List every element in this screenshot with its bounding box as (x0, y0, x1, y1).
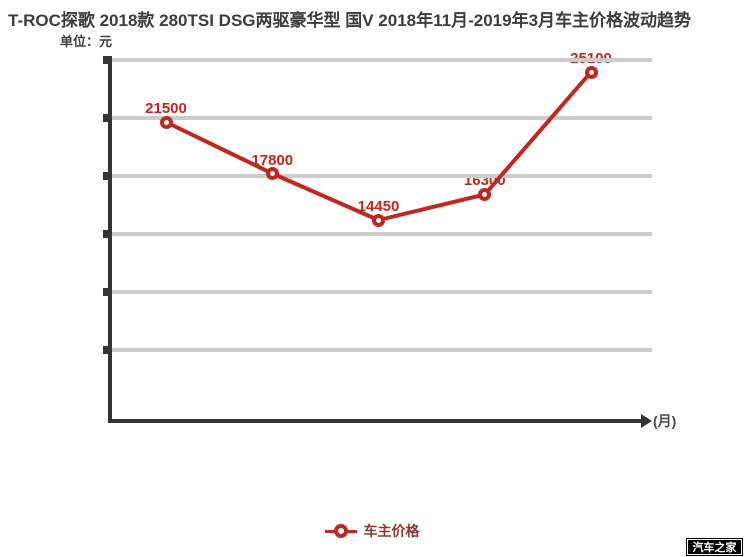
gridline (110, 174, 652, 178)
legend: 车主价格 (0, 521, 744, 541)
legend-line-marker-icon (324, 523, 357, 539)
legend-label: 车主价格 (363, 523, 420, 539)
gridline (110, 58, 652, 62)
x-axis-unit-label: (月) (653, 413, 677, 429)
y-axis-tick (103, 172, 111, 180)
data-point-marker (478, 187, 492, 201)
data-point-label: 14450 (357, 198, 400, 216)
data-point-label: 21500 (145, 100, 187, 118)
data-point-marker (372, 213, 385, 227)
y-axis-tick (103, 230, 111, 238)
gridline (110, 348, 652, 352)
data-point-marker (265, 167, 279, 180)
y-axis-tick (103, 56, 111, 64)
legend-dot-icon (333, 524, 348, 538)
chart-title: T-ROC探歌 2018款 280TSI DSG两驱豪华型 国V 2018年11… (8, 11, 692, 30)
y-axis-tick (103, 288, 111, 296)
y-axis-tick (103, 114, 111, 122)
gridline (110, 290, 652, 294)
data-point-label: 17800 (251, 151, 294, 169)
x-axis (108, 419, 642, 423)
watermark-autohome: 汽车之家 (686, 538, 743, 556)
gridline (110, 116, 652, 120)
y-axis-tick (103, 346, 111, 354)
gridline (110, 232, 652, 236)
y-axis (108, 56, 112, 423)
data-point-marker (159, 115, 173, 129)
data-point-marker (584, 65, 598, 79)
unit-label: 单位：元 (60, 34, 113, 49)
x-axis-arrow-icon (641, 414, 652, 428)
